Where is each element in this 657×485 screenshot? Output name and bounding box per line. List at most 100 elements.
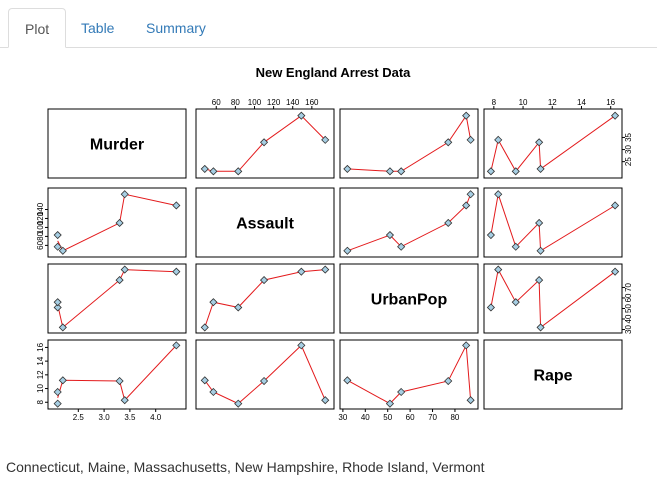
- tick-label: 80: [231, 98, 240, 107]
- tick-label: 12: [548, 98, 557, 107]
- data-point: [120, 265, 129, 274]
- tick-label: 10: [519, 98, 528, 107]
- data-point: [462, 341, 471, 350]
- data-point: [397, 167, 406, 176]
- data-point: [115, 376, 124, 386]
- scatterplot-matrix: New England Arrest Data Murder Assault Urb…: [36, 65, 633, 422]
- tick-label: 40: [361, 413, 370, 422]
- data-point: [385, 167, 395, 176]
- tab-table[interactable]: Table: [81, 20, 115, 36]
- tick-label: 100: [36, 220, 45, 234]
- data-point: [234, 303, 243, 312]
- axis-assault-x: 60 80 100 120 140 160: [212, 98, 319, 110]
- data-point: [53, 387, 62, 397]
- data-point: [234, 399, 243, 408]
- data-point: [511, 298, 520, 307]
- panel-urbanpop-murder: [47, 263, 187, 334]
- panel-frame: [339, 339, 479, 410]
- axis-urbanpop-x: 30 40 50 60 70 80: [338, 408, 460, 422]
- tab-summary[interactable]: Summary: [146, 20, 206, 36]
- tick-label: 3.0: [99, 413, 111, 422]
- smooth-line: [490, 115, 616, 173]
- panel-urbanpop-assault: [195, 263, 335, 334]
- tick-label: 16: [606, 98, 615, 107]
- tick-label: 16: [36, 342, 45, 351]
- data-point: [259, 138, 269, 147]
- tick-label: 35: [624, 132, 633, 141]
- panel-murder-rape: [483, 108, 623, 179]
- data-point: [511, 242, 520, 251]
- panel-assault-murder: [47, 187, 187, 258]
- panel-urbanpop-urbanpop: UrbanPop: [339, 263, 479, 334]
- smooth-line: [347, 114, 472, 172]
- tick-label: 12: [36, 370, 45, 379]
- panel-frame: [47, 108, 187, 179]
- data-point: [611, 267, 620, 276]
- data-point: [209, 298, 218, 307]
- tick-label: 8: [36, 399, 45, 404]
- tick-label: 2.5: [73, 413, 85, 422]
- data-point: [234, 167, 243, 176]
- panel-frame: [483, 339, 623, 410]
- smooth-line: [204, 344, 326, 405]
- data-point: [611, 111, 620, 120]
- axis-murder-x: 2.5 3.0 3.5 4.0: [73, 408, 162, 422]
- data-point: [209, 167, 218, 176]
- variable-label: Rape: [533, 368, 572, 385]
- data-point: [321, 135, 330, 144]
- panel-assault-rape: [483, 187, 623, 258]
- data-point: [486, 167, 495, 176]
- data-point: [444, 218, 453, 228]
- data-point: [53, 303, 62, 312]
- tick-label: 3.5: [124, 413, 136, 422]
- data-point: [486, 303, 495, 312]
- data-point: [53, 399, 62, 408]
- data-point: [115, 218, 124, 228]
- data-point: [494, 265, 503, 274]
- data-point: [200, 323, 209, 332]
- data-point: [462, 201, 471, 210]
- tick-label: 40: [624, 314, 633, 323]
- data-point: [462, 111, 471, 120]
- tick-label: 60: [36, 240, 45, 249]
- data-point: [494, 135, 503, 144]
- tick-label: 14: [577, 98, 586, 107]
- data-point: [535, 138, 544, 147]
- tab-bar-divider: [0, 47, 657, 48]
- data-point: [115, 276, 124, 285]
- panel-urbanpop-rape: [483, 263, 623, 334]
- tick-label: 4.0: [150, 413, 162, 422]
- panel-assault-urbanpop: [339, 187, 479, 258]
- data-point: [486, 230, 495, 240]
- panel-rape-rape: Rape: [483, 339, 623, 410]
- panel-rape-murder: [47, 339, 187, 410]
- data-point: [297, 111, 306, 120]
- data-point: [120, 190, 129, 199]
- data-point: [321, 265, 330, 274]
- panel-frame: [339, 108, 479, 179]
- panel-frame: [483, 187, 623, 258]
- data-point: [297, 267, 306, 276]
- data-point: [494, 190, 503, 199]
- tick-label: 120: [267, 98, 281, 107]
- panel-frame: [339, 187, 479, 258]
- tab-bar: Plot Table Summary: [0, 0, 657, 48]
- data-point: [172, 341, 181, 350]
- data-point: [444, 376, 453, 386]
- data-point: [466, 396, 475, 405]
- panel-frame: [339, 263, 479, 334]
- data-point: [58, 376, 67, 385]
- data-point: [58, 246, 67, 255]
- variable-label: Assault: [236, 216, 294, 233]
- panel-murder-urbanpop: [339, 108, 479, 179]
- panel-rape-assault: [195, 339, 335, 410]
- tick-label: 80: [450, 413, 459, 422]
- axis-murder-y: 25 30 35: [621, 132, 633, 166]
- data-point: [535, 218, 544, 228]
- tick-label: 30: [338, 413, 347, 422]
- tick-label: 60: [212, 98, 221, 107]
- tab-plot[interactable]: Plot: [8, 8, 67, 48]
- data-point: [536, 246, 545, 255]
